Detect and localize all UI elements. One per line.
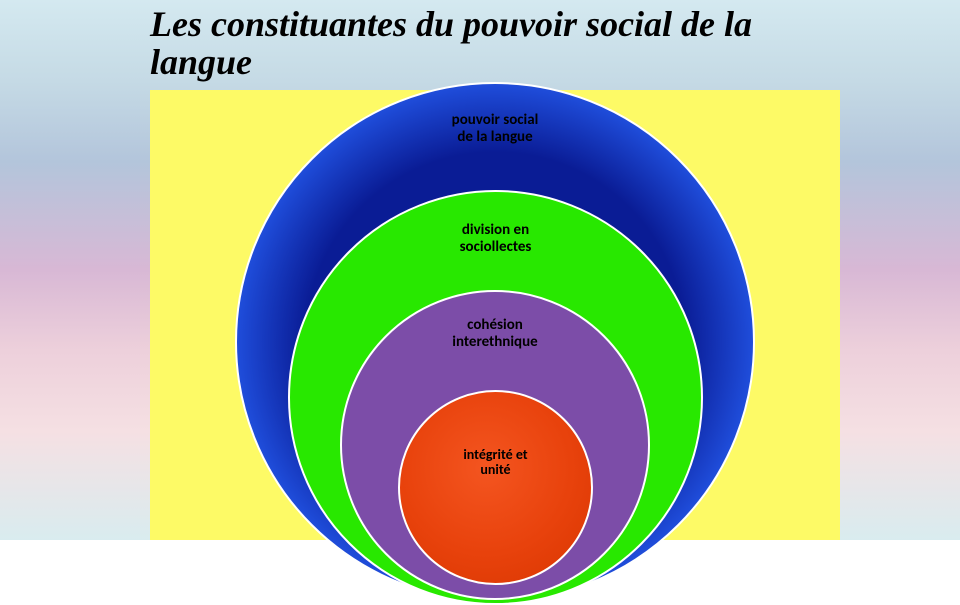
slide: Les constituantes du pouvoir social de l… [0, 0, 960, 540]
content-box: pouvoir social de la langue division en … [150, 90, 840, 540]
circle-inner-label: intégrité et unité [463, 447, 527, 583]
circle-inner: intégrité et unité [398, 390, 593, 585]
page-title: Les constituantes du pouvoir social de l… [150, 6, 860, 82]
